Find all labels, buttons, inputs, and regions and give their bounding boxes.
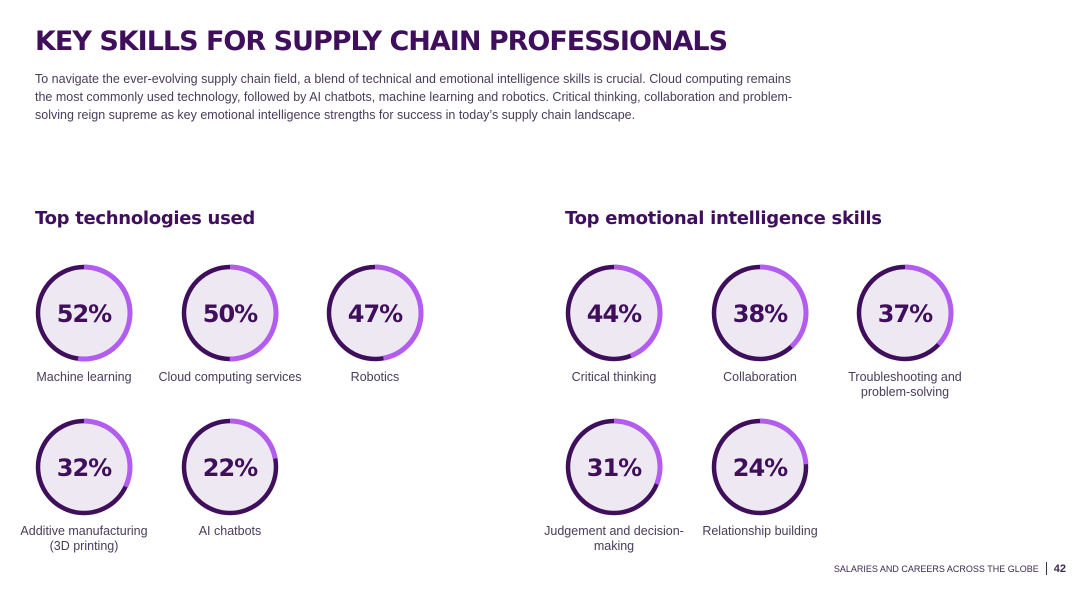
ring-value-arc bbox=[711, 264, 809, 362]
ring-value-arc bbox=[35, 264, 133, 362]
ring-chart: 52% bbox=[35, 264, 133, 362]
ring-category-label: Collaboration bbox=[723, 370, 797, 384]
ring-item: 47% Robotics bbox=[300, 263, 450, 385]
ring-chart: 31% bbox=[565, 418, 663, 516]
ring-item: 32% Additive manufacturing (3D printing) bbox=[9, 417, 159, 554]
ring-chart: 24% bbox=[711, 418, 809, 516]
intro-paragraph: To navigate the ever-evolving supply cha… bbox=[35, 72, 793, 122]
ring-category-label: Cloud computing services bbox=[158, 370, 302, 384]
ring-background bbox=[570, 423, 658, 511]
ring-value-arc bbox=[565, 418, 663, 516]
ring-category-label: Additive manufacturing (3D printing) bbox=[20, 524, 148, 553]
ring-value-label: 24% bbox=[733, 454, 788, 482]
ring-background bbox=[570, 269, 658, 357]
ring-value-arc bbox=[326, 264, 424, 362]
ring-item: 38% Collaboration bbox=[685, 263, 835, 385]
page-title: KEY SKILLS FOR SUPPLY CHAIN PROFESSIONAL… bbox=[35, 26, 728, 57]
section-title-emotional-intelligence: Top emotional intelligence skills bbox=[565, 208, 882, 229]
ring-item: 52% Machine learning bbox=[9, 263, 159, 385]
ring-category-label: Robotics bbox=[350, 370, 400, 384]
ring-value-label: 47% bbox=[348, 300, 403, 328]
ring-chart: 37% bbox=[856, 264, 954, 362]
ring-background bbox=[861, 269, 949, 357]
ring-chart: 47% bbox=[326, 264, 424, 362]
ring-value-label: 31% bbox=[587, 454, 642, 482]
ring-background bbox=[716, 423, 804, 511]
section-title-technologies: Top technologies used bbox=[35, 208, 255, 229]
ring-background bbox=[186, 269, 274, 357]
ring-item: 44% Critical thinking bbox=[539, 263, 689, 385]
ring-chart: 32% bbox=[35, 418, 133, 516]
ring-value-label: 32% bbox=[57, 454, 112, 482]
ring-item: 50% Cloud computing services bbox=[155, 263, 305, 385]
ring-chart: 22% bbox=[181, 418, 279, 516]
ring-chart: 50% bbox=[181, 264, 279, 362]
ring-item: 31% Judgement and decision-making bbox=[539, 417, 689, 554]
ring-item: 37% Troubleshooting and problem-solving bbox=[830, 263, 980, 400]
ring-background bbox=[331, 269, 419, 357]
footer-divider bbox=[1045, 562, 1047, 575]
footer-text: SALARIES AND CAREERS ACROSS THE GLOBE bbox=[833, 563, 1039, 574]
ring-value-arc bbox=[711, 418, 809, 516]
ring-background bbox=[40, 269, 128, 357]
ring-category-label: Troubleshooting and problem-solving bbox=[848, 370, 962, 399]
ring-item: 22% AI chatbots bbox=[155, 417, 305, 539]
ring-category-label: Relationship building bbox=[702, 524, 818, 538]
ring-value-label: 50% bbox=[203, 300, 258, 328]
ring-category-label: Machine learning bbox=[36, 370, 132, 384]
ring-value-arc bbox=[35, 418, 133, 516]
footer: SALARIES AND CAREERS ACROSS THE GLOBE 42 bbox=[834, 562, 1066, 575]
ring-background bbox=[186, 423, 274, 511]
ring-value-label: 37% bbox=[878, 300, 933, 328]
ring-value-label: 22% bbox=[203, 454, 258, 482]
ring-background bbox=[40, 423, 128, 511]
ring-background bbox=[716, 269, 804, 357]
ring-value-arc bbox=[856, 264, 954, 362]
ring-chart: 38% bbox=[711, 264, 809, 362]
ring-category-label: Critical thinking bbox=[571, 370, 657, 384]
ring-value-arc bbox=[181, 418, 279, 516]
ring-value-arc bbox=[565, 264, 663, 362]
ring-value-label: 38% bbox=[733, 300, 788, 328]
ring-value-label: 52% bbox=[57, 300, 112, 328]
ring-value-arc bbox=[181, 264, 279, 362]
ring-chart: 44% bbox=[565, 264, 663, 362]
ring-value-label: 44% bbox=[587, 300, 642, 328]
ring-category-label: Judgement and decision-making bbox=[544, 524, 684, 553]
ring-item: 24% Relationship building bbox=[685, 417, 835, 539]
ring-category-label: AI chatbots bbox=[198, 524, 262, 538]
page-number: 42 bbox=[1053, 562, 1066, 575]
